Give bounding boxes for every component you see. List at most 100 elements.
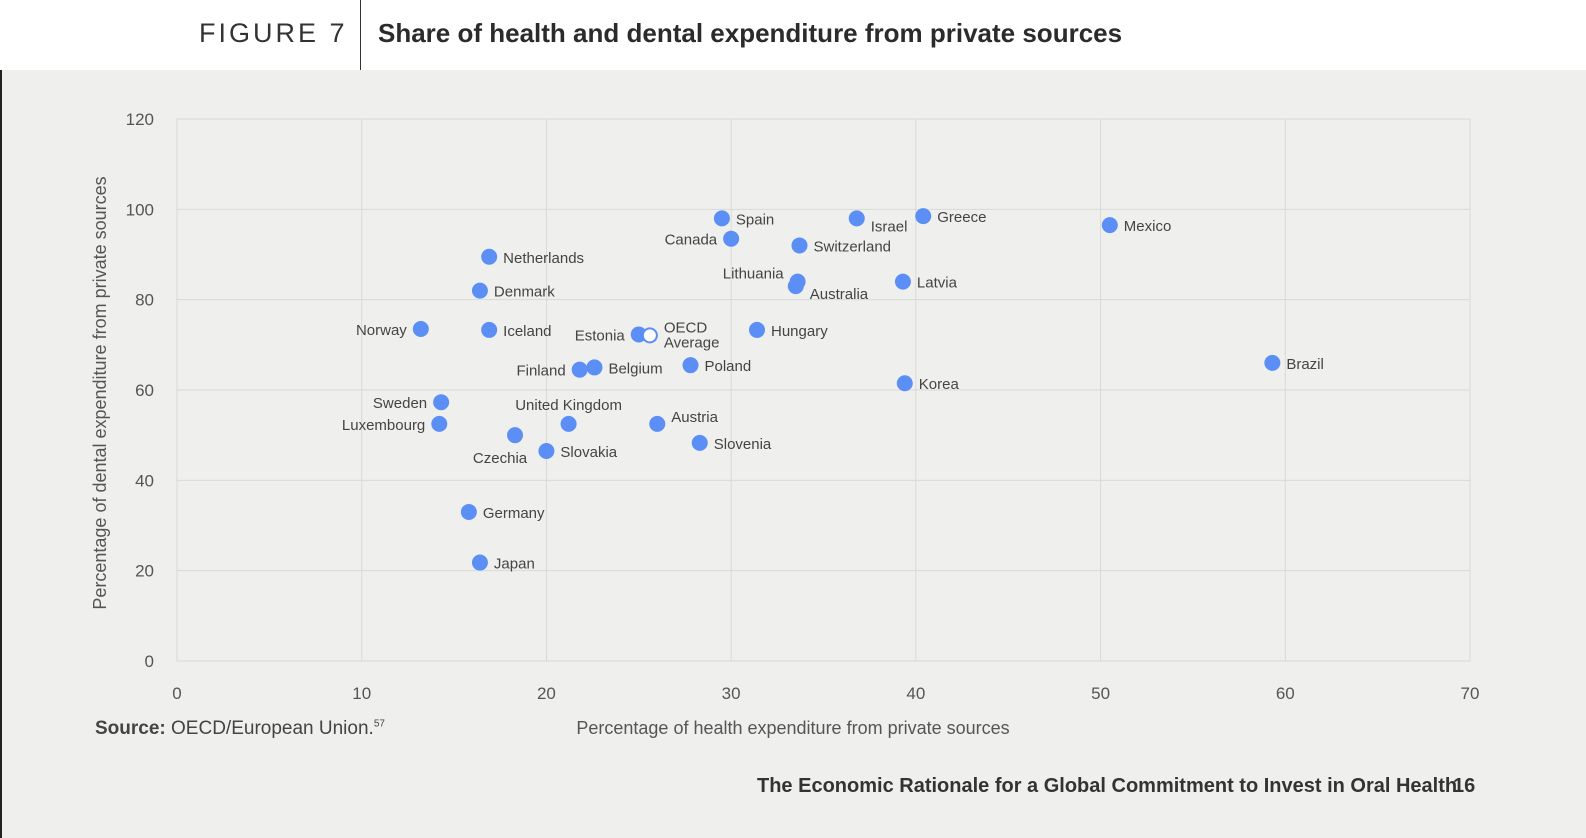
y-tick-label: 0	[145, 652, 154, 671]
figure-header: FIGURE 7 Share of health and dental expe…	[0, 0, 1586, 70]
point-czechia: Czechia	[473, 427, 528, 467]
point-oecd-average: OECD Average	[641, 319, 720, 351]
point-spain: Spain	[713, 210, 774, 228]
source-note: Source: OECD/European Union.57	[95, 718, 385, 740]
x-tick-label: 40	[906, 684, 925, 703]
x-tick-label: 10	[352, 684, 371, 703]
point-label: Korea	[919, 376, 960, 393]
x-tick-label: 60	[1276, 684, 1295, 703]
point-label: Austria	[671, 409, 718, 426]
point-switzerland: Switzerland	[791, 237, 891, 255]
y-tick-label: 60	[135, 381, 154, 400]
point-canada: Canada	[665, 230, 740, 249]
point-marker	[481, 248, 498, 265]
x-tick-label: 50	[1091, 684, 1110, 703]
y-tick-label: 120	[126, 110, 154, 129]
data-points: Spain Israel Greece Mexico Canada Switzerland…	[342, 208, 1324, 573]
point-label: Hungary	[771, 323, 828, 340]
point-label: Iceland	[503, 323, 551, 340]
point-label: Latvia	[917, 275, 958, 292]
point-slovenia: Slovenia	[691, 434, 772, 453]
point-marker	[460, 503, 477, 520]
left-rule	[0, 0, 2, 838]
source-label: Source:	[95, 718, 166, 739]
point-marker	[682, 357, 699, 374]
point-label: Greece	[937, 209, 986, 226]
point-slovakia: Slovakia	[538, 442, 618, 461]
point-label: Belgium	[608, 360, 662, 377]
point-denmark: Denmark	[471, 282, 555, 301]
point-label: Brazil	[1286, 356, 1324, 373]
point-marker	[1264, 354, 1281, 371]
point-marker	[749, 321, 766, 338]
figure-title: Share of health and dental expenditure f…	[378, 18, 1123, 48]
x-tick-label: 30	[722, 684, 741, 703]
grid-lines	[176, 118, 1471, 662]
header-divider	[360, 0, 361, 70]
point-marker	[1101, 217, 1118, 234]
point-label: Canada	[665, 232, 718, 249]
point-israel: Israel	[848, 210, 908, 235]
x-tick-label: 20	[537, 684, 556, 703]
point-label: Mexico	[1124, 218, 1172, 235]
point-mexico: Mexico	[1101, 217, 1172, 235]
point-label: Spain	[736, 211, 774, 228]
y-tick-label: 100	[126, 200, 154, 219]
point-marker	[915, 208, 932, 225]
y-tick-label: 20	[135, 562, 154, 581]
point-marker	[896, 375, 913, 392]
point-belgium: Belgium	[586, 359, 663, 377]
point-norway: Norway	[356, 321, 429, 339]
point-label: United Kingdom	[515, 397, 622, 414]
point-marker	[691, 434, 708, 451]
point-austria: Austria	[649, 409, 719, 432]
point-label: Poland	[705, 358, 752, 375]
point-label: Slovakia	[560, 444, 617, 461]
y-tick-label: 80	[135, 291, 154, 310]
point-label: OECD Average	[664, 319, 720, 351]
point-luxembourg: Luxembourg	[342, 415, 448, 434]
point-marker	[641, 327, 658, 344]
point-marker	[471, 282, 488, 299]
y-axis-label: Percentage of dental expenditure from pr…	[90, 176, 110, 609]
source-ref: 57	[373, 718, 385, 730]
x-tick-labels: 0 10 20 30 40 50 60 70	[172, 684, 1479, 703]
point-label: Finland	[516, 363, 565, 380]
figure-number: FIGURE 7	[199, 18, 348, 48]
point-united-kingdom: United Kingdom	[515, 397, 622, 432]
point-label: Switzerland	[813, 238, 891, 255]
point-marker	[787, 278, 804, 295]
point-marker	[560, 415, 577, 432]
point-label: Estonia	[575, 327, 626, 344]
point-poland: Poland	[682, 357, 752, 375]
point-australia: Australia	[787, 278, 869, 303]
point-marker	[649, 415, 666, 432]
point-germany: Germany	[460, 503, 545, 522]
point-marker	[791, 237, 808, 254]
point-marker	[431, 415, 448, 432]
y-tick-labels: 0 20 40 60 80 100 120	[126, 110, 154, 671]
point-netherlands: Netherlands	[481, 248, 584, 267]
point-label: Lithuania	[723, 266, 785, 283]
point-marker	[412, 321, 429, 338]
point-marker	[848, 210, 865, 227]
point-label: Netherlands	[503, 250, 584, 267]
point-label: Germany	[483, 505, 545, 522]
point-label: Czechia	[473, 450, 528, 467]
point-marker	[723, 230, 740, 247]
page-number: 16	[1453, 775, 1476, 797]
footer-title: The Economic Rationale for a Global Comm…	[757, 775, 1458, 797]
point-brazil: Brazil	[1264, 354, 1324, 373]
point-korea: Korea	[896, 375, 960, 393]
point-marker	[538, 442, 555, 459]
point-marker	[481, 321, 498, 338]
point-finland: Finland	[516, 361, 588, 380]
point-label: Israel	[871, 218, 908, 235]
point-label: Luxembourg	[342, 417, 425, 434]
y-tick-label: 40	[135, 471, 154, 490]
point-sweden: Sweden	[373, 394, 450, 412]
point-label: Australia	[810, 286, 869, 303]
point-marker	[507, 427, 524, 444]
point-label: Denmark	[494, 284, 555, 301]
